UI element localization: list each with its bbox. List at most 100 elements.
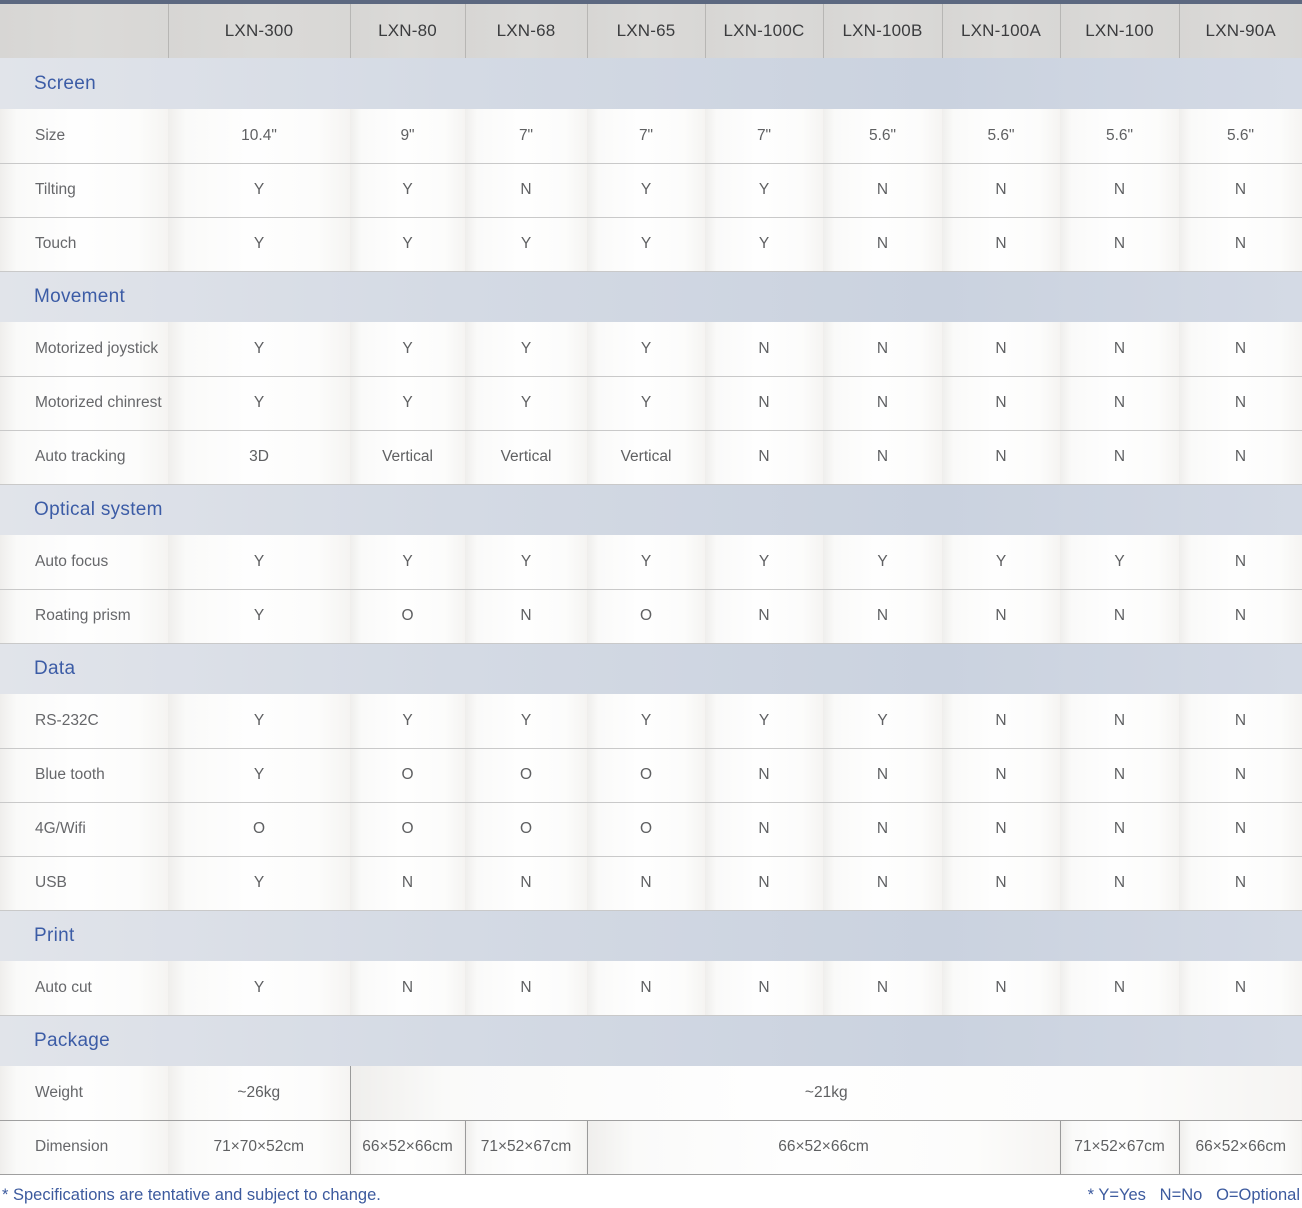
model-header-lxn-80: LXN-80 xyxy=(349,4,465,58)
spec-value-rs-232c-1: Y xyxy=(350,694,465,749)
spec-value-dimension-1: 66×52×66cm xyxy=(349,1120,465,1175)
row-label-auto-cut: Auto cut xyxy=(0,961,168,1016)
spec-value-tilting-0: Y xyxy=(168,163,350,218)
row-label-usb: USB xyxy=(0,856,168,911)
spec-row-touch: Touch Y Y Y Y Y N N N N xyxy=(0,217,1302,272)
spec-value-auto-focus-5: Y xyxy=(823,535,942,590)
spec-value-dimension-3: 66×52×66cm xyxy=(586,1120,1060,1175)
spec-value-auto-tracking-2: Vertical xyxy=(465,430,587,485)
spec-value-size-8: 5.6" xyxy=(1179,109,1302,164)
spec-value-auto-focus-3: Y xyxy=(587,535,705,590)
spec-value-4g-wifi-0: O xyxy=(168,802,350,857)
spec-value-size-4: 7" xyxy=(705,109,823,164)
spec-value-rs-232c-3: Y xyxy=(587,694,705,749)
spec-value-blue-tooth-8: N xyxy=(1179,748,1302,803)
spec-value-auto-tracking-7: N xyxy=(1060,430,1179,485)
section-title-package: Package xyxy=(0,1015,1302,1066)
row-label-touch: Touch xyxy=(0,217,168,272)
spec-value-dimension-2: 71×52×67cm xyxy=(464,1120,587,1175)
spec-value-dimension-0: 71×70×52cm xyxy=(168,1120,350,1175)
spec-value-auto-cut-2: N xyxy=(465,961,587,1016)
spec-value-roating-prism-8: N xyxy=(1179,589,1302,644)
spec-value-4g-wifi-4: N xyxy=(705,802,823,857)
spec-value-size-6: 5.6" xyxy=(942,109,1060,164)
row-label-size: Size xyxy=(0,109,168,164)
spec-value-rs-232c-7: N xyxy=(1060,694,1179,749)
spec-value-auto-cut-5: N xyxy=(823,961,942,1016)
spec-value-auto-focus-8: N xyxy=(1179,535,1302,590)
model-header-lxn-90a: LXN-90A xyxy=(1178,4,1302,58)
spec-value-usb-3: N xyxy=(587,856,705,911)
spec-value-tilting-1: Y xyxy=(350,163,465,218)
spec-value-rs-232c-6: N xyxy=(942,694,1060,749)
spec-value-usb-0: Y xyxy=(168,856,350,911)
spec-row-tilting: Tilting Y Y N Y Y N N N N xyxy=(0,163,1302,218)
row-label-roating-prism: Roating prism xyxy=(0,589,168,644)
spec-value-roating-prism-2: N xyxy=(465,589,587,644)
spec-value-roating-prism-4: N xyxy=(705,589,823,644)
section-title-print: Print xyxy=(0,910,1302,961)
spec-value-motorized-joystick-4: N xyxy=(705,322,823,377)
row-label-weight: Weight xyxy=(0,1066,168,1121)
spec-value-auto-cut-3: N xyxy=(587,961,705,1016)
spec-value-roating-prism-3: O xyxy=(587,589,705,644)
spec-value-motorized-joystick-8: N xyxy=(1179,322,1302,377)
spec-value-blue-tooth-1: O xyxy=(350,748,465,803)
spec-row-roating-prism: Roating prism Y O N O N N N N N xyxy=(0,589,1302,644)
row-label-motorized-joystick: Motorized joystick xyxy=(0,322,168,377)
spec-value-auto-focus-4: Y xyxy=(705,535,823,590)
spec-value-touch-8: N xyxy=(1179,217,1302,272)
spec-value-motorized-chinrest-6: N xyxy=(942,376,1060,431)
spec-row-motorized-chinrest: Motorized chinrest Y Y Y Y N N N N N xyxy=(0,376,1302,431)
footnote-disclaimer: * Specifications are tentative and subje… xyxy=(2,1185,381,1204)
spec-value-roating-prism-7: N xyxy=(1060,589,1179,644)
spec-value-4g-wifi-2: O xyxy=(465,802,587,857)
section-title-data: Data xyxy=(0,643,1302,694)
section-row-optical-system: Optical system xyxy=(0,484,1302,535)
spec-value-motorized-chinrest-1: Y xyxy=(350,376,465,431)
spec-value-4g-wifi-1: O xyxy=(350,802,465,857)
spec-value-rs-232c-2: Y xyxy=(465,694,587,749)
section-title-screen: Screen xyxy=(0,58,1302,109)
model-header-lxn-100: LXN-100 xyxy=(1059,4,1179,58)
spec-value-blue-tooth-4: N xyxy=(705,748,823,803)
footnotes: * Specifications are tentative and subje… xyxy=(0,1175,1302,1205)
spec-value-touch-7: N xyxy=(1060,217,1179,272)
row-label-4g-wifi: 4G/Wifi xyxy=(0,802,168,857)
section-row-screen: Screen xyxy=(0,58,1302,109)
spec-value-motorized-chinrest-7: N xyxy=(1060,376,1179,431)
spec-value-4g-wifi-6: N xyxy=(942,802,1060,857)
spec-value-4g-wifi-7: N xyxy=(1060,802,1179,857)
spec-value-touch-5: N xyxy=(823,217,942,272)
spec-value-touch-2: Y xyxy=(465,217,587,272)
spec-value-auto-tracking-1: Vertical xyxy=(350,430,465,485)
spec-value-auto-focus-0: Y xyxy=(168,535,350,590)
corner-cell xyxy=(0,4,168,58)
spec-value-dimension-5: 66×52×66cm xyxy=(1178,1120,1302,1175)
spec-value-tilting-2: N xyxy=(465,163,587,218)
section-row-print: Print xyxy=(0,910,1302,961)
spec-value-motorized-joystick-5: N xyxy=(823,322,942,377)
spec-value-motorized-chinrest-5: N xyxy=(823,376,942,431)
spec-value-4g-wifi-5: N xyxy=(823,802,942,857)
spec-value-motorized-chinrest-0: Y xyxy=(168,376,350,431)
model-header-lxn-100a: LXN-100A xyxy=(941,4,1060,58)
spec-row-auto-focus: Auto focus Y Y Y Y Y Y Y Y N xyxy=(0,535,1302,590)
row-label-rs-232c: RS-232C xyxy=(0,694,168,749)
spec-value-motorized-joystick-0: Y xyxy=(168,322,350,377)
footnote-legend: * Y=Yes N=No O=Optional xyxy=(1087,1185,1300,1204)
spec-value-4g-wifi-3: O xyxy=(587,802,705,857)
spec-value-usb-2: N xyxy=(465,856,587,911)
spec-value-rs-232c-0: Y xyxy=(168,694,350,749)
spec-row-usb: USB Y N N N N N N N N xyxy=(0,856,1302,911)
model-header-lxn-100c: LXN-100C xyxy=(704,4,823,58)
spec-value-motorized-joystick-6: N xyxy=(942,322,1060,377)
model-header-lxn-100b: LXN-100B xyxy=(822,4,942,58)
spec-value-roating-prism-5: N xyxy=(823,589,942,644)
spec-value-usb-6: N xyxy=(942,856,1060,911)
spec-value-auto-tracking-4: N xyxy=(705,430,823,485)
spec-value-size-1: 9" xyxy=(350,109,465,164)
spec-value-blue-tooth-0: Y xyxy=(168,748,350,803)
spec-value-usb-8: N xyxy=(1179,856,1302,911)
spec-value-auto-cut-1: N xyxy=(350,961,465,1016)
